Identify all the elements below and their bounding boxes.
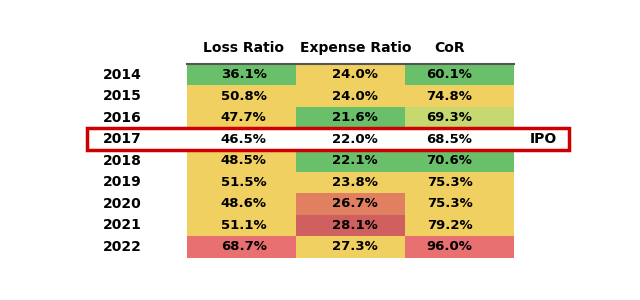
Text: 2017: 2017 <box>103 132 141 146</box>
Bar <box>296 214 405 236</box>
Bar <box>296 107 405 128</box>
Bar <box>405 150 514 172</box>
Bar <box>187 64 296 85</box>
Bar <box>405 64 514 85</box>
Text: CoR: CoR <box>434 40 465 55</box>
Bar <box>88 128 568 150</box>
Bar <box>405 214 514 236</box>
Text: Loss Ratio: Loss Ratio <box>203 40 284 55</box>
Text: 74.8%: 74.8% <box>427 90 472 103</box>
Bar <box>187 172 296 193</box>
Bar <box>187 128 296 150</box>
Text: 51.1%: 51.1% <box>221 219 266 232</box>
Text: 2014: 2014 <box>103 68 141 82</box>
Text: 24.0%: 24.0% <box>332 90 378 103</box>
Text: 60.1%: 60.1% <box>427 68 472 81</box>
Text: 68.5%: 68.5% <box>427 133 472 146</box>
Text: 22.1%: 22.1% <box>332 154 378 167</box>
Text: 69.3%: 69.3% <box>427 111 472 124</box>
Bar <box>187 107 296 128</box>
Text: 75.3%: 75.3% <box>427 176 472 189</box>
Bar <box>296 236 405 258</box>
Bar <box>187 236 296 258</box>
Text: 23.8%: 23.8% <box>332 176 378 189</box>
Text: 79.2%: 79.2% <box>427 219 472 232</box>
Text: 2018: 2018 <box>103 154 141 168</box>
Bar <box>296 172 405 193</box>
Bar <box>296 85 405 107</box>
Bar <box>405 85 514 107</box>
Text: 2021: 2021 <box>103 218 141 233</box>
Bar <box>187 193 296 214</box>
Text: 24.0%: 24.0% <box>332 68 378 81</box>
Text: 28.1%: 28.1% <box>332 219 378 232</box>
Text: Expense Ratio: Expense Ratio <box>300 40 411 55</box>
Bar <box>187 150 296 172</box>
Bar <box>187 85 296 107</box>
Text: 2016: 2016 <box>103 111 141 124</box>
Text: 68.7%: 68.7% <box>221 241 267 254</box>
Text: IPO: IPO <box>530 132 557 146</box>
Text: 27.3%: 27.3% <box>332 241 378 254</box>
Text: 96.0%: 96.0% <box>427 241 472 254</box>
Text: 70.6%: 70.6% <box>427 154 472 167</box>
Bar <box>187 214 296 236</box>
Bar <box>296 193 405 214</box>
Bar <box>405 193 514 214</box>
Text: 46.5%: 46.5% <box>221 133 267 146</box>
Text: 2015: 2015 <box>103 89 141 103</box>
Text: 2020: 2020 <box>103 197 141 211</box>
Bar <box>296 128 405 150</box>
Bar <box>405 107 514 128</box>
Text: 2022: 2022 <box>103 240 141 254</box>
Bar <box>405 128 514 150</box>
Text: 50.8%: 50.8% <box>221 90 267 103</box>
Text: 75.3%: 75.3% <box>427 197 472 210</box>
Bar <box>405 172 514 193</box>
Text: 22.0%: 22.0% <box>332 133 378 146</box>
Text: 51.5%: 51.5% <box>221 176 266 189</box>
Bar <box>296 64 405 85</box>
Text: 26.7%: 26.7% <box>332 197 378 210</box>
Text: 2019: 2019 <box>103 175 141 189</box>
Text: 48.5%: 48.5% <box>221 154 267 167</box>
Bar <box>296 150 405 172</box>
Bar <box>405 236 514 258</box>
Text: 21.6%: 21.6% <box>332 111 378 124</box>
Text: 48.6%: 48.6% <box>221 197 267 210</box>
Text: 36.1%: 36.1% <box>221 68 267 81</box>
Text: 47.7%: 47.7% <box>221 111 266 124</box>
